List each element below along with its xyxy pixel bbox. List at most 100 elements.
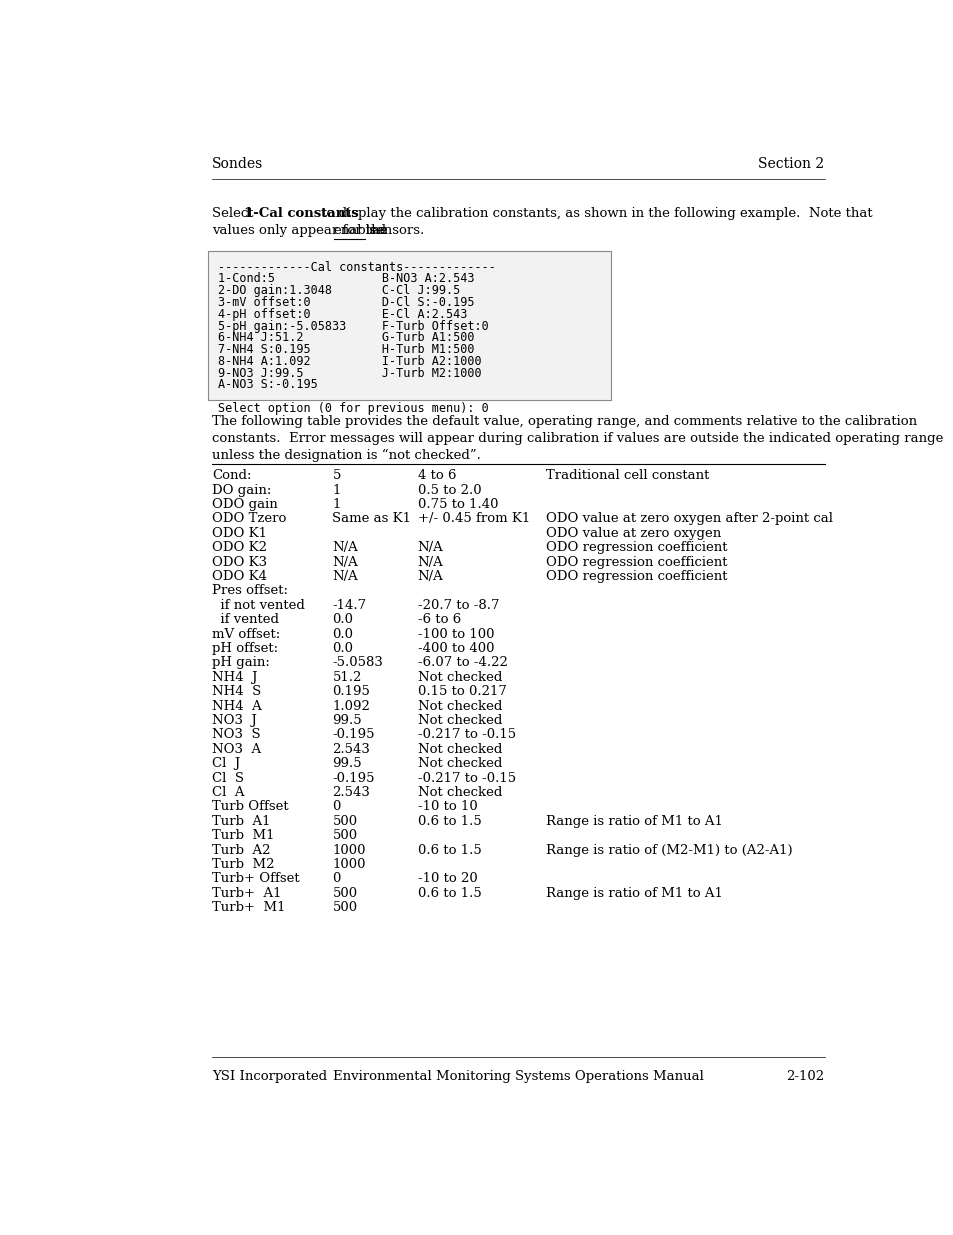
Text: enabled: enabled <box>334 225 386 237</box>
Text: -0.217 to -0.15: -0.217 to -0.15 <box>417 729 516 741</box>
Text: Range is ratio of M1 to A1: Range is ratio of M1 to A1 <box>545 887 721 900</box>
Text: N/A: N/A <box>417 556 443 568</box>
Text: ODO regression coefficient: ODO regression coefficient <box>545 556 726 568</box>
Text: NO3  S: NO3 S <box>212 729 260 741</box>
Text: 2.543: 2.543 <box>332 743 370 756</box>
Text: Turb  M1: Turb M1 <box>212 829 274 842</box>
Text: 0.6 to 1.5: 0.6 to 1.5 <box>417 844 481 857</box>
Text: ODO K2: ODO K2 <box>212 541 267 555</box>
Text: -5.0583: -5.0583 <box>332 657 383 669</box>
Text: 0.0: 0.0 <box>332 627 353 641</box>
Text: ODO K1: ODO K1 <box>212 527 267 540</box>
Text: 500: 500 <box>332 829 357 842</box>
Text: -14.7: -14.7 <box>332 599 366 611</box>
Text: Not checked: Not checked <box>417 757 501 771</box>
Text: -400 to 400: -400 to 400 <box>417 642 494 655</box>
Text: 2-102: 2-102 <box>785 1070 823 1083</box>
Text: Turb+  A1: Turb+ A1 <box>212 887 281 900</box>
Text: 0: 0 <box>332 800 340 814</box>
Text: A-NO3 S:-0.195: A-NO3 S:-0.195 <box>217 378 317 391</box>
Text: 2.543: 2.543 <box>332 785 370 799</box>
Text: 0.75 to 1.40: 0.75 to 1.40 <box>417 498 497 511</box>
Text: Cond:: Cond: <box>212 469 252 483</box>
Text: Not checked: Not checked <box>417 743 501 756</box>
Text: Turb  A1: Turb A1 <box>212 815 271 827</box>
Text: -6.07 to -4.22: -6.07 to -4.22 <box>417 657 507 669</box>
Text: 0.195: 0.195 <box>332 685 370 698</box>
Text: -20.7 to -8.7: -20.7 to -8.7 <box>417 599 498 611</box>
Text: Not checked: Not checked <box>417 714 501 727</box>
Text: Not checked: Not checked <box>417 700 501 713</box>
Text: Traditional cell constant: Traditional cell constant <box>545 469 708 483</box>
Text: YSI Incorporated: YSI Incorporated <box>212 1070 327 1083</box>
Text: Pres offset:: Pres offset: <box>212 584 288 598</box>
Text: ODO K4: ODO K4 <box>212 571 267 583</box>
Text: ODO value at zero oxygen after 2-point cal: ODO value at zero oxygen after 2-point c… <box>545 513 832 525</box>
Text: 1000: 1000 <box>332 858 366 871</box>
Text: 8-NH4 A:1.092          I-Turb A2:1000: 8-NH4 A:1.092 I-Turb A2:1000 <box>217 354 481 368</box>
Text: mV offset:: mV offset: <box>212 627 280 641</box>
Text: Turb Offset: Turb Offset <box>212 800 289 814</box>
Text: The following table provides the default value, operating range, and comments re: The following table provides the default… <box>212 415 917 429</box>
Text: values only appear for the: values only appear for the <box>212 225 392 237</box>
Text: N/A: N/A <box>332 556 357 568</box>
Text: Turb  A2: Turb A2 <box>212 844 271 857</box>
Text: 4 to 6: 4 to 6 <box>417 469 456 483</box>
Text: to display the calibration constants, as shown in the following example.  Note t: to display the calibration constants, as… <box>316 207 872 221</box>
Text: Range is ratio of M1 to A1: Range is ratio of M1 to A1 <box>545 815 721 827</box>
Text: Turb  M2: Turb M2 <box>212 858 274 871</box>
Text: 1: 1 <box>332 484 340 496</box>
Text: 500: 500 <box>332 902 357 914</box>
Text: unless the designation is “not checked”.: unless the designation is “not checked”. <box>212 448 480 462</box>
Text: Turb+  M1: Turb+ M1 <box>212 902 286 914</box>
Text: -0.195: -0.195 <box>332 772 375 784</box>
Text: Turb+ Offset: Turb+ Offset <box>212 872 299 885</box>
Text: Range is ratio of (M2-M1) to (A2-A1): Range is ratio of (M2-M1) to (A2-A1) <box>545 844 791 857</box>
Text: -10 to 10: -10 to 10 <box>417 800 476 814</box>
Text: pH gain:: pH gain: <box>212 657 270 669</box>
Text: 1-Cal constants: 1-Cal constants <box>243 207 358 221</box>
Text: Same as K1: Same as K1 <box>332 513 411 525</box>
Text: NH4  A: NH4 A <box>212 700 262 713</box>
Text: -0.217 to -0.15: -0.217 to -0.15 <box>417 772 516 784</box>
Text: N/A: N/A <box>332 571 357 583</box>
Text: Cl  J: Cl J <box>212 757 240 771</box>
Text: -0.195: -0.195 <box>332 729 375 741</box>
Text: -10 to 20: -10 to 20 <box>417 872 476 885</box>
Text: N/A: N/A <box>417 571 443 583</box>
Text: 500: 500 <box>332 815 357 827</box>
Text: +/- 0.45 from K1: +/- 0.45 from K1 <box>417 513 529 525</box>
Text: Cl  S: Cl S <box>212 772 244 784</box>
Text: 4-pH offset:0          E-Cl A:2.543: 4-pH offset:0 E-Cl A:2.543 <box>217 308 467 321</box>
Text: N/A: N/A <box>417 541 443 555</box>
Text: if not vented: if not vented <box>212 599 305 611</box>
Text: ODO value at zero oxygen: ODO value at zero oxygen <box>545 527 720 540</box>
Text: Section 2: Section 2 <box>758 157 823 172</box>
Text: 0.15 to 0.217: 0.15 to 0.217 <box>417 685 506 698</box>
Text: pH offset:: pH offset: <box>212 642 278 655</box>
Text: -------------Cal constants-------------: -------------Cal constants------------- <box>217 261 495 274</box>
Text: 0.6 to 1.5: 0.6 to 1.5 <box>417 815 481 827</box>
Text: 500: 500 <box>332 887 357 900</box>
Text: 3-mV offset:0          D-Cl S:-0.195: 3-mV offset:0 D-Cl S:-0.195 <box>217 296 474 309</box>
Text: 6-NH4 J:51.2           G-Turb A1:500: 6-NH4 J:51.2 G-Turb A1:500 <box>217 331 474 345</box>
Text: if vented: if vented <box>212 614 279 626</box>
Text: ODO Tzero: ODO Tzero <box>212 513 286 525</box>
Text: 1-Cond:5               B-NO3 A:2.543: 1-Cond:5 B-NO3 A:2.543 <box>217 273 474 285</box>
Text: 0.6 to 1.5: 0.6 to 1.5 <box>417 887 481 900</box>
Text: NH4  S: NH4 S <box>212 685 261 698</box>
Text: Select option (0 for previous menu): 0: Select option (0 for previous menu): 0 <box>217 401 488 415</box>
Text: Select: Select <box>212 207 257 221</box>
Text: Not checked: Not checked <box>417 671 501 684</box>
Text: ODO regression coefficient: ODO regression coefficient <box>545 541 726 555</box>
Text: 9-NO3 J:99.5           J-Turb M2:1000: 9-NO3 J:99.5 J-Turb M2:1000 <box>217 367 481 379</box>
Text: NO3  J: NO3 J <box>212 714 257 727</box>
Text: NO3  A: NO3 A <box>212 743 261 756</box>
Text: 1.092: 1.092 <box>332 700 370 713</box>
Text: 1000: 1000 <box>332 844 366 857</box>
Text: constants.  Error messages will appear during calibration if values are outside : constants. Error messages will appear du… <box>212 432 943 445</box>
Text: ODO gain: ODO gain <box>212 498 277 511</box>
Text: 99.5: 99.5 <box>332 714 361 727</box>
Text: 0.0: 0.0 <box>332 614 353 626</box>
FancyBboxPatch shape <box>208 251 611 400</box>
